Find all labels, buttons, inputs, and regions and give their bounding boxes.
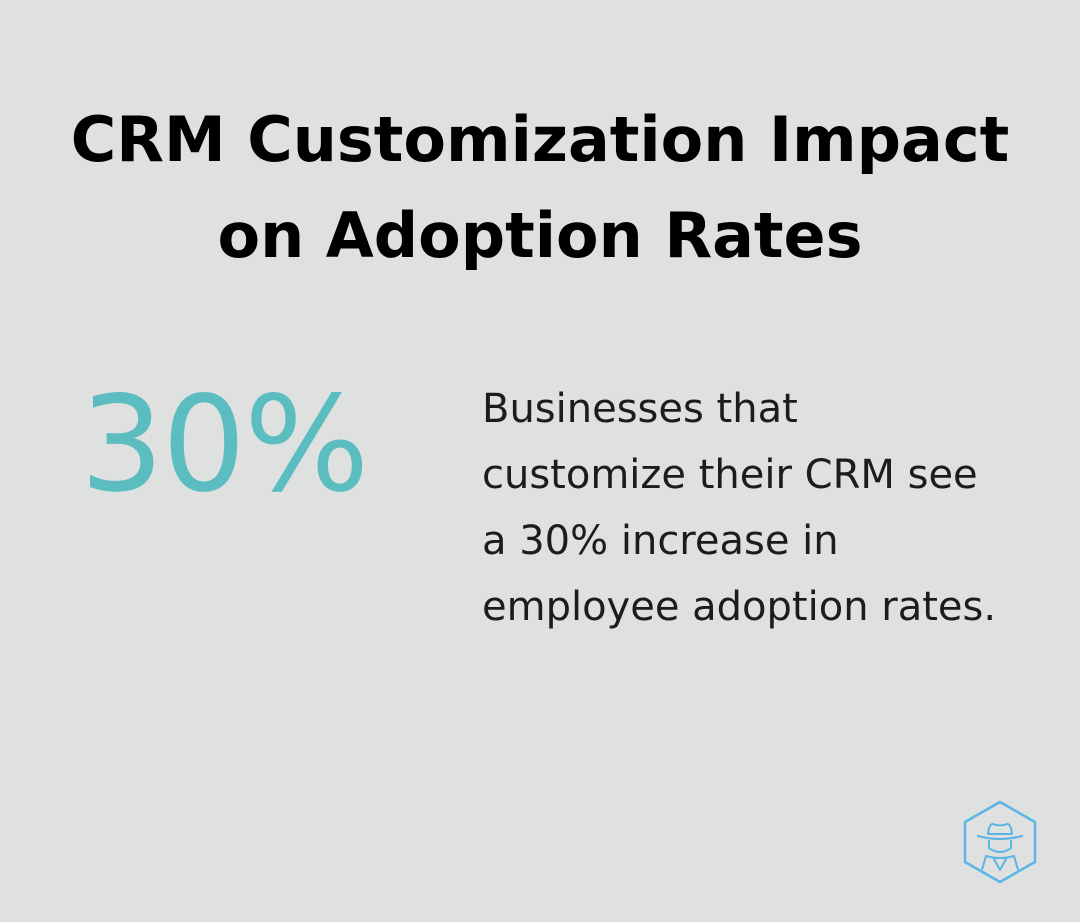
title-line-1: CRM Customization Impact: [70, 103, 1010, 176]
infographic-title: CRM Customization Impact on Adoption Rat…: [0, 92, 1080, 284]
stat-value: 30%: [80, 368, 369, 522]
hexagon-spy-hat-icon: [963, 800, 1037, 884]
title-line-2: on Adoption Rates: [217, 199, 863, 272]
stat-description: Businesses that customize their CRM see …: [482, 386, 997, 630]
brand-logo: [962, 800, 1038, 884]
